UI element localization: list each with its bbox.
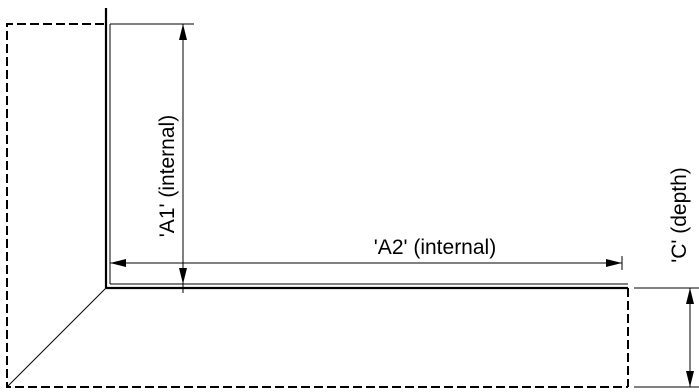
a2-arrow-right	[606, 259, 622, 267]
outer-edge-dashed	[6, 23, 628, 388]
a1-arrow-top	[179, 24, 187, 40]
a1-arrow-bottom	[179, 268, 187, 284]
a2-arrow-left	[110, 259, 126, 267]
worktop-outline	[6, 8, 629, 388]
c-arrow-bottom	[686, 371, 694, 387]
dimension-a2: 'A2' (internal)	[110, 236, 623, 270]
dimension-c: 'C' (depth)	[634, 167, 699, 388]
c-label: 'C' (depth)	[668, 167, 691, 263]
a1-label: 'A1' (internal)	[156, 115, 179, 237]
c-arrow-top	[686, 288, 694, 304]
a2-label: 'A2' (internal)	[374, 236, 496, 259]
dimension-a1: 'A1' (internal)	[110, 23, 194, 293]
mitre-joint-line	[6, 287, 107, 388]
